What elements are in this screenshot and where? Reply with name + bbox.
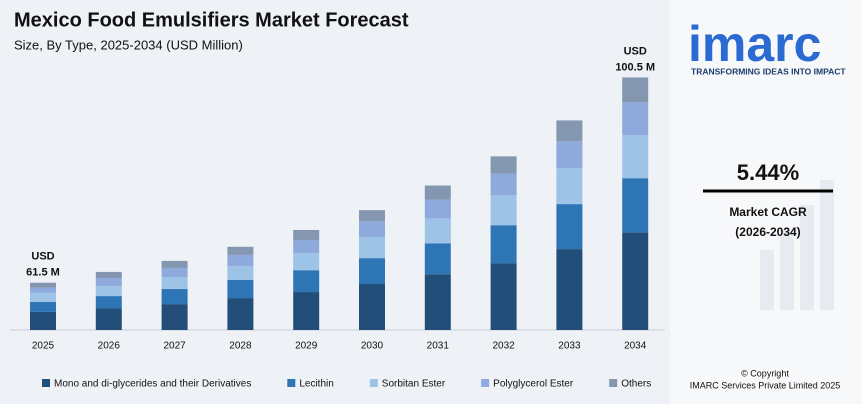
bar-segment <box>359 284 385 330</box>
x-tick-label: 2027 <box>163 341 186 352</box>
bar-segment <box>161 276 188 290</box>
bar-segment <box>161 267 188 277</box>
bar-segment <box>30 311 56 330</box>
bar-segment <box>95 296 122 309</box>
bar-segment <box>424 243 451 275</box>
bar-segment <box>30 287 56 293</box>
bar-segment <box>556 141 583 169</box>
logo: imarc <box>688 16 821 72</box>
bar-segment <box>161 289 188 305</box>
total-annotation: 61.5 M <box>26 267 60 279</box>
bar-segment <box>424 199 451 219</box>
x-tick-label: 2031 <box>427 341 450 352</box>
x-tick-label: 2028 <box>229 341 252 352</box>
bar-segment <box>556 204 583 250</box>
total-annotation: USD <box>624 45 647 57</box>
bar-segment <box>556 249 583 330</box>
bar-segment <box>622 178 649 233</box>
bar-segment <box>293 229 320 241</box>
legend-swatch <box>42 379 50 387</box>
legend-label: Lecithin <box>299 379 333 390</box>
bar-segment <box>556 120 583 142</box>
bar-segment <box>490 263 517 330</box>
legend-swatch <box>609 379 618 387</box>
legend-swatch <box>287 379 296 387</box>
bar-segment <box>30 282 56 288</box>
copyright: © Copyright <box>741 368 789 378</box>
bar-segment <box>293 292 320 330</box>
x-tick-label: 2032 <box>492 341 515 352</box>
legend-swatch <box>481 379 490 387</box>
bar-segment <box>95 308 122 330</box>
bar-segment <box>556 168 583 205</box>
chart-title: Mexico Food Emulsifiers Market Forecast <box>14 9 409 31</box>
bar-segment <box>30 301 56 312</box>
bar-segment <box>293 240 320 254</box>
total-annotation: 100.5 M <box>615 61 655 73</box>
logo-tagline: TRANSFORMING IDEAS INTO IMPACT <box>691 66 846 76</box>
bar-segment <box>490 225 517 264</box>
x-tick-label: 2030 <box>361 341 384 352</box>
bar-segment <box>95 271 122 278</box>
bar-segment <box>227 298 254 330</box>
bar-segment <box>227 265 254 280</box>
bar-segment <box>424 185 451 200</box>
bar-segment <box>293 270 320 293</box>
cagr-period: (2026-2034) <box>735 225 800 239</box>
bar-segment <box>490 156 517 174</box>
x-tick-label: 2033 <box>558 341 581 352</box>
bar-segment <box>622 102 649 136</box>
bar-segment <box>622 77 649 103</box>
bar-segment <box>95 277 122 287</box>
company: IMARC Services Private Limited 2025 <box>690 380 841 390</box>
panel-decoration <box>760 180 834 310</box>
legend-swatch <box>369 379 378 387</box>
bar-segment <box>359 258 385 285</box>
bar-segment <box>490 173 517 196</box>
legend-label: Polyglycerol Ester <box>493 379 574 390</box>
bar-segment <box>161 260 188 268</box>
bar-segment <box>95 286 122 297</box>
chart-subtitle: Size, By Type, 2025-2034 (USD Million) <box>14 37 243 52</box>
side-panel <box>670 0 862 404</box>
x-tick-label: 2026 <box>98 341 121 352</box>
bar-segment <box>622 135 649 179</box>
total-annotation: USD <box>31 251 54 263</box>
bar-segment <box>30 292 56 302</box>
bar-segment <box>359 237 385 259</box>
bar-segment <box>490 195 517 226</box>
cagr-label: Market CAGR <box>729 205 807 219</box>
bar-segment <box>227 254 254 266</box>
legend-label: Sorbitan Ester <box>382 379 446 390</box>
bar-segment <box>359 221 385 238</box>
x-tick-label: 2029 <box>295 341 318 352</box>
bar-segment <box>424 274 451 330</box>
x-tick-label: 2034 <box>624 341 647 352</box>
x-tick-label: 2025 <box>32 341 55 352</box>
bar-segment <box>227 246 254 255</box>
bar-segment <box>424 218 451 244</box>
bar-segment <box>622 232 649 330</box>
bar-segment <box>161 304 188 330</box>
legend-label: Mono and di-glycerides and their Derivat… <box>54 379 251 390</box>
legend-label: Others <box>621 379 651 390</box>
cagr-value: 5.44% <box>737 160 799 185</box>
bar-segment <box>359 210 385 222</box>
bar-segment <box>293 253 320 271</box>
bar-segment <box>227 279 254 299</box>
